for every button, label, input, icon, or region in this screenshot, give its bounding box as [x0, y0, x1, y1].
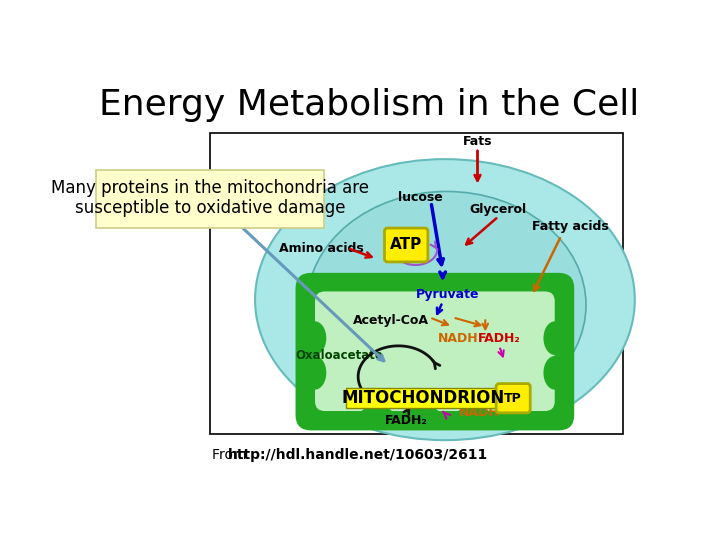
- Ellipse shape: [544, 322, 566, 354]
- Text: Oxaloacetate: Oxaloacetate: [296, 349, 384, 362]
- Text: lucose: lucose: [398, 191, 444, 204]
- Text: Glycerol: Glycerol: [470, 203, 527, 216]
- Text: FADH₂: FADH₂: [478, 332, 521, 345]
- Ellipse shape: [304, 356, 325, 389]
- Text: Amino acids: Amino acids: [279, 241, 364, 254]
- FancyBboxPatch shape: [496, 383, 530, 413]
- Text: NADH: NADH: [459, 406, 500, 420]
- Text: Fats: Fats: [463, 136, 492, 148]
- Text: TP: TP: [504, 392, 522, 404]
- FancyBboxPatch shape: [314, 291, 556, 412]
- Text: susceptible to oxidative damage: susceptible to oxidative damage: [75, 199, 346, 217]
- Ellipse shape: [457, 407, 490, 423]
- Ellipse shape: [544, 356, 566, 389]
- FancyBboxPatch shape: [297, 274, 573, 429]
- Text: Acetyl-CoA: Acetyl-CoA: [353, 314, 428, 327]
- Ellipse shape: [407, 407, 439, 423]
- FancyBboxPatch shape: [384, 228, 428, 262]
- Text: MITOCHONDRION: MITOCHONDRION: [341, 389, 505, 407]
- Ellipse shape: [361, 407, 393, 423]
- FancyBboxPatch shape: [96, 170, 324, 228]
- Text: Fatty acids: Fatty acids: [532, 220, 609, 233]
- Bar: [346, 388, 500, 408]
- Text: NADH: NADH: [438, 332, 478, 345]
- Text: ATP: ATP: [390, 238, 423, 253]
- Bar: [210, 132, 624, 434]
- Text: Many proteins in the mitochondria are: Many proteins in the mitochondria are: [51, 179, 369, 197]
- Ellipse shape: [304, 322, 325, 354]
- Ellipse shape: [307, 192, 586, 418]
- Text: Energy Metabolism in the Cell: Energy Metabolism in the Cell: [99, 88, 639, 122]
- Text: Pyruvate: Pyruvate: [416, 288, 480, 301]
- Text: FADH₂: FADH₂: [384, 414, 428, 427]
- Text: From: From: [212, 448, 251, 462]
- Ellipse shape: [255, 159, 635, 440]
- Text: http://hdl.handle.net/10603/2611: http://hdl.handle.net/10603/2611: [228, 448, 488, 462]
